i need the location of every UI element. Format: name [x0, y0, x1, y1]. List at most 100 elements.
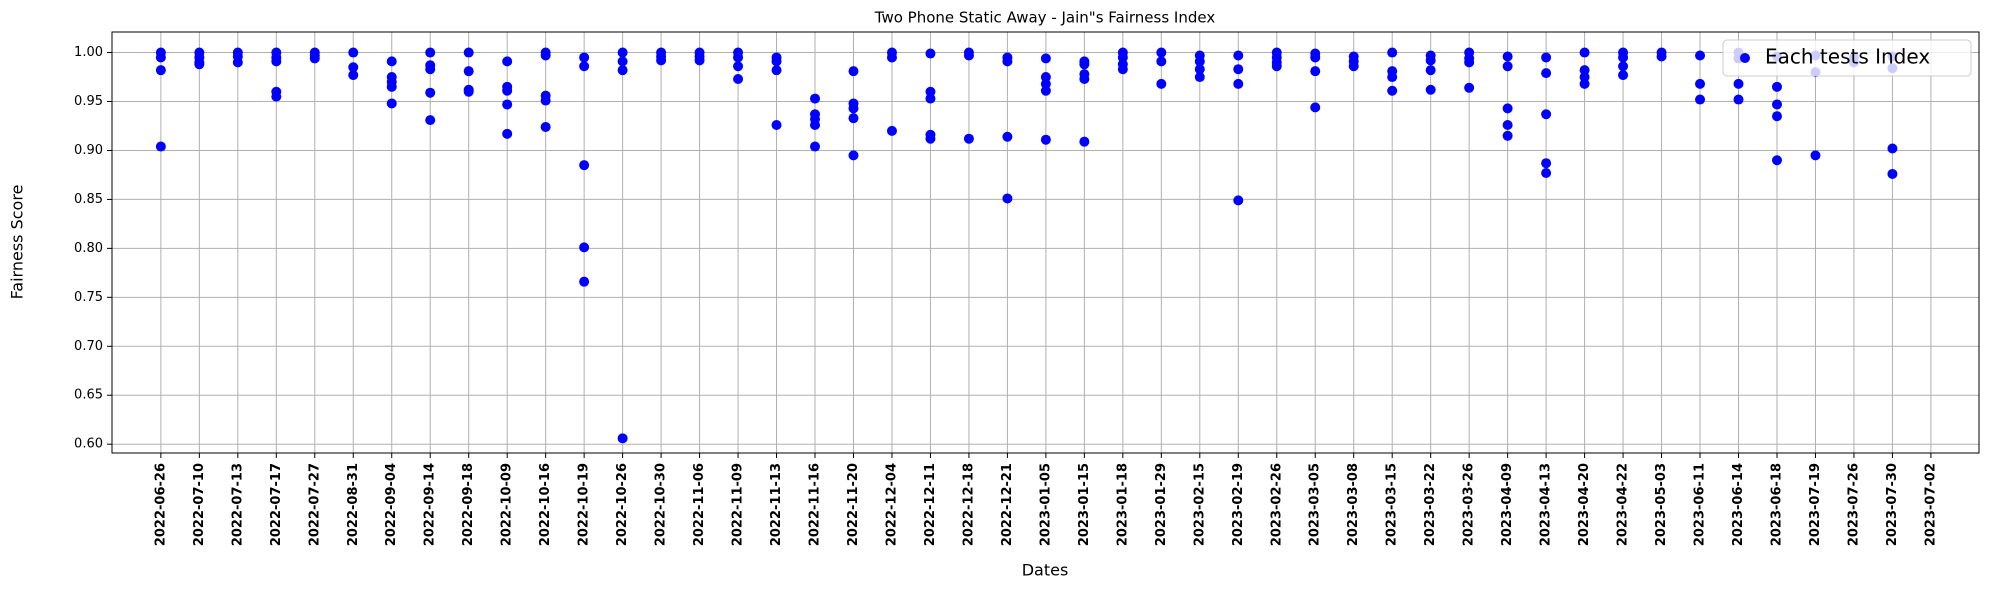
- legend-box: [1722, 39, 1972, 77]
- x-tick-label: 2023-04-20: [1577, 463, 1592, 546]
- point: [848, 66, 859, 77]
- y-tick-label: 0.90: [74, 143, 103, 158]
- point: [1233, 50, 1244, 61]
- grid: [112, 32, 1979, 453]
- x-axis-label: Dates: [1022, 561, 1069, 580]
- point: [1194, 56, 1205, 67]
- x-tick-label: 2023-04-09: [1500, 463, 1515, 546]
- x-tick-label: 2022-12-11: [923, 463, 938, 546]
- point: [425, 64, 436, 75]
- x-tick-label: 2023-04-13: [1539, 463, 1554, 546]
- point: [309, 53, 320, 64]
- point: [502, 128, 513, 139]
- point: [1887, 143, 1898, 154]
- x-tick-label: 2023-01-15: [1077, 463, 1092, 546]
- point: [617, 56, 628, 67]
- point: [155, 52, 166, 63]
- x-tick-label: 2023-03-22: [1423, 463, 1438, 546]
- point: [463, 66, 474, 77]
- point: [694, 55, 705, 66]
- point: [540, 121, 551, 132]
- point: [1810, 150, 1821, 161]
- point: [1771, 155, 1782, 166]
- point: [1618, 52, 1629, 63]
- point: [617, 47, 628, 58]
- point: [579, 52, 590, 63]
- point: [1733, 78, 1744, 89]
- point: [1233, 78, 1244, 89]
- point: [425, 115, 436, 126]
- x-tick-label: 2023-03-26: [1462, 463, 1477, 546]
- point: [1002, 56, 1013, 67]
- point: [232, 57, 243, 68]
- x-tick-label: 2022-11-09: [731, 463, 746, 546]
- x-tick-label: 2023-03-05: [1308, 463, 1323, 546]
- y-tick-label: 0.60: [74, 437, 103, 452]
- x-tick-label: 2022-06-26: [153, 463, 168, 546]
- point: [963, 50, 974, 61]
- point: [348, 62, 359, 73]
- point: [1887, 168, 1898, 179]
- y-tick-label: 0.65: [74, 388, 103, 403]
- point: [1040, 72, 1051, 83]
- x-tick-label: 2023-01-29: [1154, 463, 1169, 546]
- x-tick-label: 2022-12-21: [1000, 463, 1015, 546]
- point: [771, 120, 782, 131]
- point: [1387, 85, 1398, 96]
- x-tick-label: 2022-07-10: [192, 463, 207, 546]
- legend-marker: [1740, 53, 1750, 63]
- x-tick-label: 2023-06-11: [1693, 463, 1708, 546]
- chart-title: Two Phone Static Away - Jain"s Fairness …: [874, 9, 1216, 27]
- point: [386, 98, 397, 109]
- x-tick-label: 2022-10-09: [500, 463, 515, 546]
- point: [1079, 136, 1090, 147]
- legend-label: Each tests Index: [1765, 45, 1930, 69]
- x-tick-label: 2022-11-16: [808, 463, 823, 546]
- point: [1579, 72, 1590, 83]
- point: [1425, 84, 1436, 95]
- point: [733, 61, 744, 72]
- point: [1271, 61, 1282, 72]
- x-tick-label: 2023-02-15: [1192, 463, 1207, 546]
- point: [1387, 72, 1398, 83]
- point: [1194, 72, 1205, 83]
- point: [617, 65, 628, 76]
- point: [810, 120, 821, 131]
- point: [1464, 82, 1475, 93]
- point: [1502, 103, 1513, 114]
- x-tick-label: 2023-06-18: [1769, 463, 1784, 546]
- y-tick-label: 0.75: [74, 290, 103, 305]
- point: [579, 242, 590, 253]
- point: [1618, 61, 1629, 72]
- point: [271, 56, 282, 67]
- point: [425, 47, 436, 58]
- point: [1541, 158, 1552, 169]
- x-tick-label: 2023-04-22: [1616, 463, 1631, 546]
- point: [1579, 47, 1590, 58]
- point: [1233, 64, 1244, 75]
- point: [1002, 131, 1013, 142]
- point: [848, 113, 859, 124]
- point: [579, 276, 590, 287]
- point: [502, 99, 513, 110]
- point: [463, 86, 474, 97]
- y-axis-label: Fairness Score: [8, 185, 27, 300]
- x-tick-label: 2022-07-13: [230, 463, 245, 546]
- point: [1502, 51, 1513, 62]
- x-tick-label: 2022-10-16: [538, 463, 553, 546]
- x-tick-label: 2023-07-19: [1808, 463, 1823, 546]
- point: [848, 150, 859, 161]
- x-tick-label: 2022-09-04: [384, 463, 399, 546]
- point: [925, 133, 936, 144]
- point: [925, 48, 936, 59]
- x-tick-label: 2023-01-05: [1038, 463, 1053, 546]
- point: [386, 81, 397, 92]
- point: [1040, 85, 1051, 96]
- x-tick-label: 2022-10-30: [654, 463, 669, 546]
- x-tick-label: 2023-02-19: [1231, 463, 1246, 546]
- point: [1156, 78, 1167, 89]
- y-tick-label: 0.70: [74, 339, 103, 354]
- x-tick-label: 2022-09-14: [423, 463, 438, 546]
- point: [463, 47, 474, 58]
